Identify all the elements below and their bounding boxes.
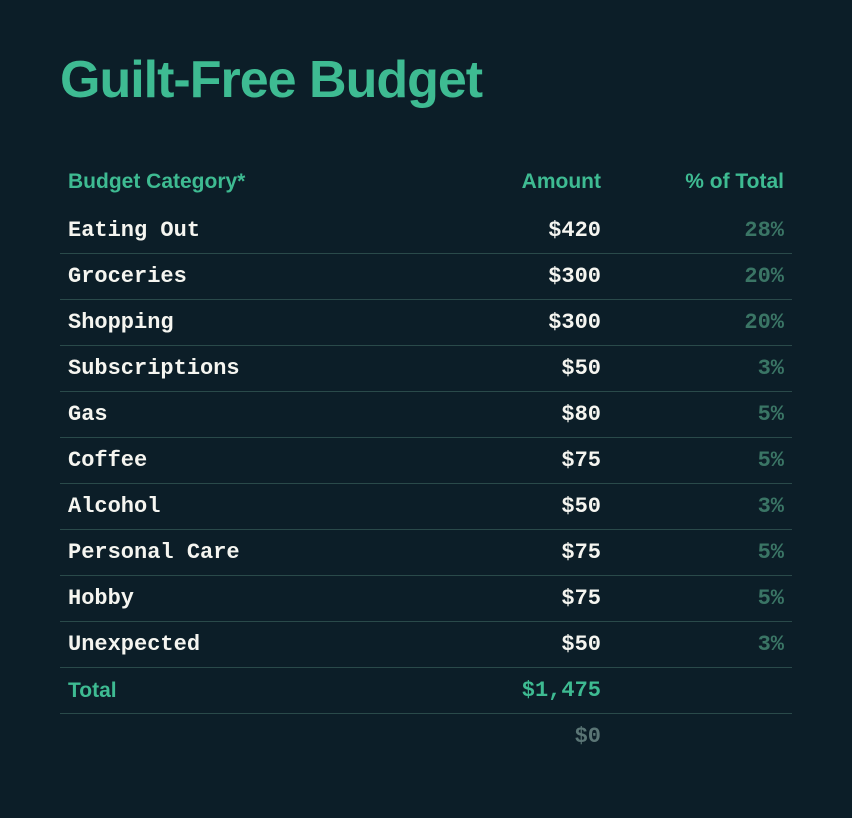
cell-category: Coffee — [60, 438, 426, 484]
cell-category: Gas — [60, 392, 426, 438]
cell-category: Subscriptions — [60, 346, 426, 392]
secondary-pct — [609, 714, 792, 760]
table-row: Personal Care$755% — [60, 530, 792, 576]
cell-pct: 5% — [609, 392, 792, 438]
header-amount: Amount — [426, 160, 609, 208]
cell-amount: $300 — [426, 254, 609, 300]
table-row: Alcohol$503% — [60, 484, 792, 530]
cell-category: Unexpected — [60, 622, 426, 668]
cell-category: Shopping — [60, 300, 426, 346]
cell-pct: 28% — [609, 208, 792, 254]
cell-amount: $80 — [426, 392, 609, 438]
total-pct — [609, 668, 792, 714]
cell-pct: 3% — [609, 346, 792, 392]
table-secondary-row: $0 — [60, 714, 792, 760]
cell-amount: $75 — [426, 438, 609, 484]
cell-pct: 3% — [609, 484, 792, 530]
budget-table: Budget Category* Amount % of Total Eatin… — [60, 160, 792, 759]
table-row: Eating Out$42028% — [60, 208, 792, 254]
cell-amount: $50 — [426, 484, 609, 530]
total-amount: $1,475 — [426, 668, 609, 714]
cell-amount: $420 — [426, 208, 609, 254]
table-row: Hobby$755% — [60, 576, 792, 622]
cell-category: Alcohol — [60, 484, 426, 530]
cell-amount: $75 — [426, 530, 609, 576]
cell-category: Hobby — [60, 576, 426, 622]
header-pct: % of Total — [609, 160, 792, 208]
header-category: Budget Category* — [60, 160, 426, 208]
cell-amount: $50 — [426, 346, 609, 392]
cell-pct: 5% — [609, 530, 792, 576]
cell-category: Eating Out — [60, 208, 426, 254]
cell-amount: $300 — [426, 300, 609, 346]
table-row: Unexpected$503% — [60, 622, 792, 668]
cell-amount: $50 — [426, 622, 609, 668]
cell-pct: 3% — [609, 622, 792, 668]
cell-pct: 5% — [609, 438, 792, 484]
cell-amount: $75 — [426, 576, 609, 622]
cell-pct: 5% — [609, 576, 792, 622]
cell-pct: 20% — [609, 254, 792, 300]
cell-category: Groceries — [60, 254, 426, 300]
secondary-category — [60, 714, 426, 760]
cell-category: Personal Care — [60, 530, 426, 576]
table-row: Gas$805% — [60, 392, 792, 438]
total-category: Total — [60, 668, 426, 714]
cell-pct: 20% — [609, 300, 792, 346]
table-row: Coffee$755% — [60, 438, 792, 484]
secondary-amount: $0 — [426, 714, 609, 760]
page-title: Guilt-Free Budget — [60, 50, 792, 110]
table-row: Shopping$30020% — [60, 300, 792, 346]
table-row: Subscriptions$503% — [60, 346, 792, 392]
table-header-row: Budget Category* Amount % of Total — [60, 160, 792, 208]
table-row: Groceries$30020% — [60, 254, 792, 300]
table-total-row: Total$1,475 — [60, 668, 792, 714]
